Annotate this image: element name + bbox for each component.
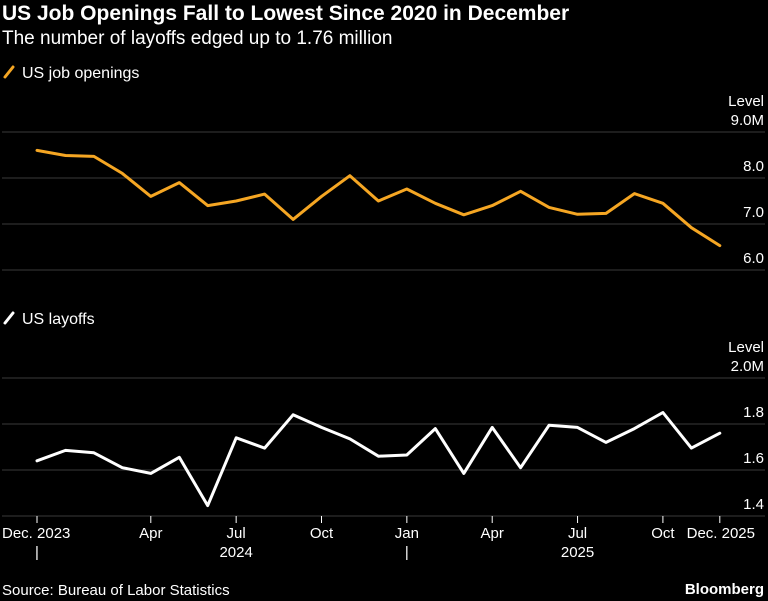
x-tick-label: Jan <box>395 525 419 542</box>
x-tick-label: Oct <box>310 525 334 542</box>
x-tick-label: Oct <box>651 525 675 542</box>
openings-legend-swatch <box>3 65 15 79</box>
openings-y-tick-label: 7.0 <box>743 204 764 221</box>
x-tick-label: Jul <box>568 525 587 542</box>
chart-title: US Job Openings Fall to Lowest Since 202… <box>2 2 570 25</box>
x-year-label: 2025 <box>561 544 594 561</box>
openings-y-tick-label: 8.0 <box>743 158 764 175</box>
layoffs-y-tick-label: 1.6 <box>743 450 764 467</box>
x-year-label: 2024 <box>219 544 252 561</box>
x-tick-label: Dec. 2023 <box>2 525 70 542</box>
openings-y-tick-label: 6.0 <box>743 250 764 267</box>
openings-legend-label: US job openings <box>22 65 139 82</box>
layoffs-y-tick-label: 1.8 <box>743 404 764 421</box>
layoffs-legend-label: US layoffs <box>22 311 95 328</box>
openings-y-tick-label: 9.0M <box>731 112 764 129</box>
x-tick-label: Jul <box>227 525 246 542</box>
source-note: Source: Bureau of Labor Statistics <box>2 582 230 599</box>
openings-series-line <box>35 148 722 248</box>
layoffs-axis-title: Level <box>728 339 764 356</box>
x-tick-label: Dec. 2025 <box>687 525 755 542</box>
layoffs-legend-swatch <box>3 311 15 325</box>
layoffs-series-line <box>35 411 722 508</box>
x-year-separator: | <box>35 544 39 561</box>
x-tick-label: Apr <box>139 525 162 542</box>
x-year-separator: | <box>405 544 409 561</box>
brand-logo: Bloomberg <box>684 581 764 598</box>
layoffs-y-tick-label: 2.0M <box>731 358 764 375</box>
chart-subtitle: The number of layoffs edged up to 1.76 m… <box>2 28 393 49</box>
layoffs-y-tick-label: 1.4 <box>743 496 764 513</box>
x-tick-label: Apr <box>481 525 504 542</box>
openings-axis-title: Level <box>728 93 764 110</box>
